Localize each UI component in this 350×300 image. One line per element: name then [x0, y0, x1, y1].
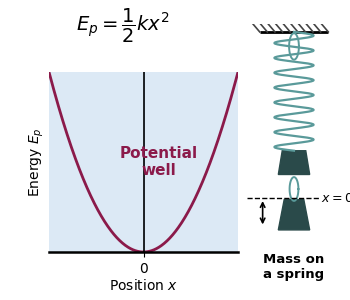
Text: Mass on
a spring: Mass on a spring	[263, 253, 325, 281]
Polygon shape	[278, 200, 310, 230]
X-axis label: Position $x$: Position $x$	[109, 278, 178, 293]
Text: $E_p = \dfrac{1}{2}kx^2$: $E_p = \dfrac{1}{2}kx^2$	[76, 7, 169, 44]
Text: $x = 0$: $x = 0$	[321, 192, 350, 205]
Y-axis label: Energy $E_p$: Energy $E_p$	[28, 127, 46, 197]
Polygon shape	[278, 151, 310, 175]
Text: Potential
well: Potential well	[120, 146, 198, 178]
